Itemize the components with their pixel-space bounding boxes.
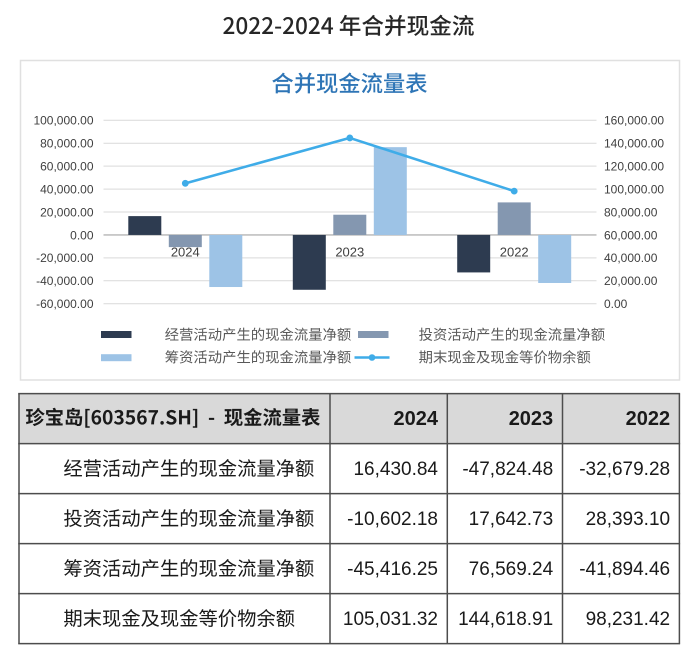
svg-text:0.00: 0.00 <box>604 297 628 311</box>
svg-text:-41,894.46: -41,894.46 <box>579 559 670 580</box>
svg-text:2023: 2023 <box>509 408 554 430</box>
svg-text:20,000.00: 20,000.00 <box>40 205 94 219</box>
svg-text:76,569.24: 76,569.24 <box>469 559 554 580</box>
svg-text:40,000.00: 40,000.00 <box>40 182 94 196</box>
svg-text:-47,824.48: -47,824.48 <box>462 459 553 480</box>
svg-text:-60,000.00: -60,000.00 <box>36 297 94 311</box>
svg-text:2023: 2023 <box>335 244 364 259</box>
svg-text:100,000.00: 100,000.00 <box>33 114 93 128</box>
svg-text:80,000.00: 80,000.00 <box>604 205 658 219</box>
svg-text:140,000.00: 140,000.00 <box>604 137 664 151</box>
svg-text:28,393.10: 28,393.10 <box>586 509 671 530</box>
svg-text:80,000.00: 80,000.00 <box>40 137 94 151</box>
svg-text:60,000.00: 60,000.00 <box>604 228 658 242</box>
svg-text:2024: 2024 <box>171 244 200 259</box>
svg-text:2022: 2022 <box>626 408 671 430</box>
svg-text:105,031.32: 105,031.32 <box>343 609 438 630</box>
svg-text:60,000.00: 60,000.00 <box>40 159 94 173</box>
svg-text:17,642.73: 17,642.73 <box>469 509 554 530</box>
svg-text:100,000.00: 100,000.00 <box>604 182 664 196</box>
svg-text:-20,000.00: -20,000.00 <box>36 251 94 265</box>
svg-text:120,000.00: 120,000.00 <box>604 159 664 173</box>
svg-text:-40,000.00: -40,000.00 <box>36 274 94 288</box>
svg-text:20,000.00: 20,000.00 <box>604 274 658 288</box>
svg-text:0.00: 0.00 <box>70 228 94 242</box>
svg-text:16,430.84: 16,430.84 <box>353 459 438 480</box>
svg-text:2022: 2022 <box>500 244 529 259</box>
svg-text:160,000.00: 160,000.00 <box>604 114 664 128</box>
svg-text:144,618.91: 144,618.91 <box>458 609 553 630</box>
svg-text:40,000.00: 40,000.00 <box>604 251 658 265</box>
svg-text:2024: 2024 <box>394 408 439 430</box>
svg-text:-10,602.18: -10,602.18 <box>347 509 438 530</box>
svg-text:98,231.42: 98,231.42 <box>586 609 671 630</box>
svg-text:-32,679.28: -32,679.28 <box>579 459 670 480</box>
svg-text:-45,416.25: -45,416.25 <box>347 559 438 580</box>
